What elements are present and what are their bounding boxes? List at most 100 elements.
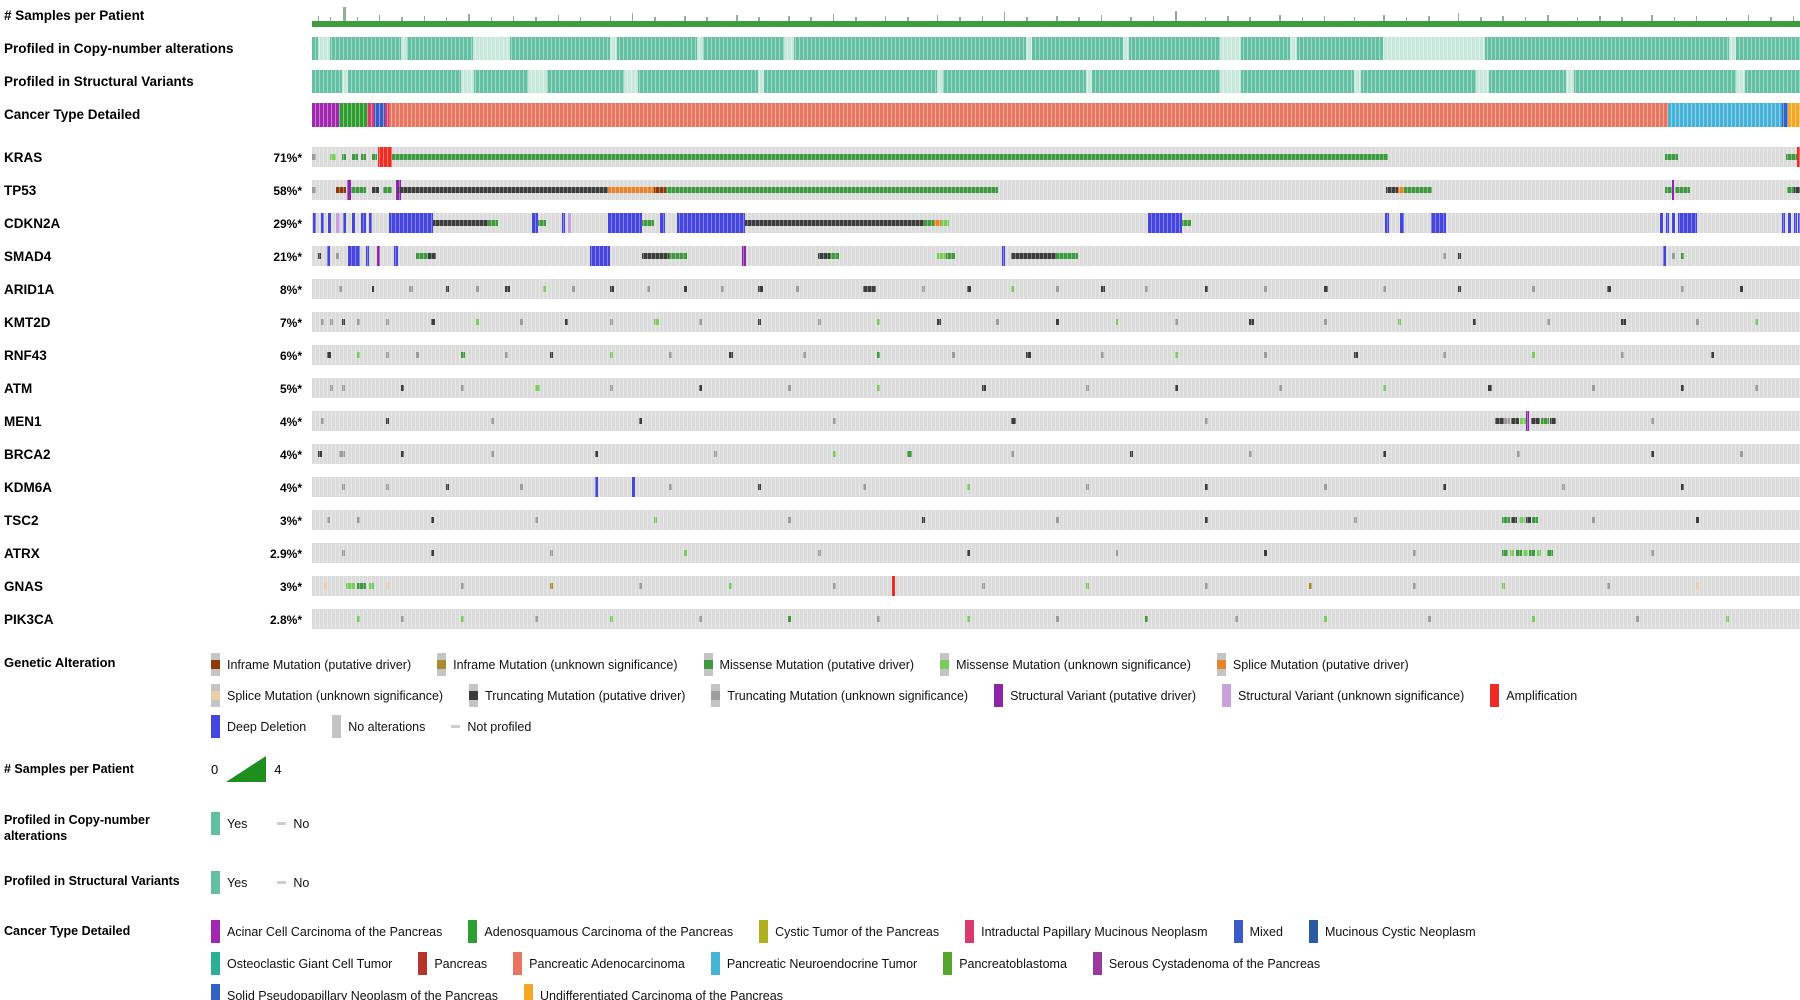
gene-label-SMAD4[interactable]: SMAD4 bbox=[4, 249, 52, 264]
gene-track-BRCA2[interactable] bbox=[312, 444, 1800, 464]
alteration-td bbox=[728, 351, 734, 359]
gene-label-PIK3CA[interactable]: PIK3CA bbox=[4, 612, 54, 627]
gene-track-ARID1A[interactable] bbox=[312, 279, 1800, 299]
alteration-tv bbox=[832, 417, 836, 425]
alteration-mv bbox=[1383, 384, 1387, 392]
alteration-mv bbox=[654, 516, 658, 524]
alteration-spv bbox=[386, 582, 390, 590]
alteration-mv bbox=[1323, 615, 1327, 623]
alteration-mv bbox=[1532, 351, 1536, 359]
not-profiled-patch bbox=[1085, 70, 1092, 93]
legend-item: Truncating Mutation (unknown significanc… bbox=[711, 684, 968, 707]
samples-spike bbox=[490, 17, 493, 21]
cancer-legend-swatch-cystic bbox=[759, 920, 769, 943]
gene-frequency-TSC2: 3%* bbox=[279, 514, 302, 528]
track-label-profiled-sv[interactable]: Profiled in Structural Variants bbox=[4, 74, 194, 89]
alteration-svd bbox=[1526, 411, 1530, 431]
gene-label-RNF43[interactable]: RNF43 bbox=[4, 348, 47, 363]
alteration-md bbox=[1502, 549, 1509, 557]
legend-swatch-center bbox=[1216, 660, 1226, 669]
cancer-legend-item: Solid Pseudopapillary Neoplasm of the Pa… bbox=[211, 984, 498, 1000]
cancer-legend-row: Osteoclastic Giant Cell Tumor Pancreas Pan… bbox=[211, 952, 1320, 975]
gene-label-BRCA2[interactable]: BRCA2 bbox=[4, 447, 51, 462]
alteration-tv bbox=[490, 450, 494, 458]
alteration-td bbox=[639, 417, 643, 425]
gene-label-KDM6A[interactable]: KDM6A bbox=[4, 480, 53, 495]
alteration-mv bbox=[346, 582, 356, 590]
legend-swatch-mv bbox=[940, 653, 950, 676]
alteration-td bbox=[684, 285, 687, 293]
alteration-tv bbox=[386, 483, 390, 491]
gene-track-ATM[interactable] bbox=[312, 378, 1800, 398]
samples-spike bbox=[1279, 15, 1281, 21]
alteration-mv bbox=[542, 285, 546, 293]
alteration-mv bbox=[941, 219, 949, 227]
alteration-md bbox=[1182, 219, 1192, 227]
track-label-samples-per-patient[interactable]: # Samples per Patient bbox=[4, 8, 145, 23]
alteration-md bbox=[669, 252, 687, 260]
alteration-dd bbox=[389, 213, 433, 233]
alteration-md bbox=[1515, 549, 1522, 557]
cancer-type-track[interactable] bbox=[312, 103, 1800, 127]
gene-track-ATRX[interactable] bbox=[312, 543, 1800, 563]
alteration-td bbox=[594, 450, 598, 458]
gene-label-ATM[interactable]: ATM bbox=[4, 381, 33, 396]
alteration-tv bbox=[1323, 318, 1327, 326]
samples-per-patient-track[interactable] bbox=[312, 5, 1800, 27]
alteration-td bbox=[401, 450, 405, 458]
track-label-cancer-type[interactable]: Cancer Type Detailed bbox=[4, 107, 141, 122]
alteration-tv bbox=[416, 351, 420, 359]
alteration-mv bbox=[475, 318, 479, 326]
gene-label-ARID1A[interactable]: ARID1A bbox=[4, 282, 55, 297]
alteration-tv bbox=[788, 516, 792, 524]
gene-label-TP53[interactable]: TP53 bbox=[4, 183, 37, 198]
gene-track-MEN1[interactable] bbox=[312, 411, 1800, 431]
gene-track-KMT2D[interactable] bbox=[312, 312, 1800, 332]
gene-track-PIK3CA[interactable] bbox=[312, 609, 1800, 629]
gene-label-MEN1[interactable]: MEN1 bbox=[4, 414, 42, 429]
alteration-mv bbox=[329, 153, 336, 161]
alteration-tv bbox=[639, 582, 643, 590]
alteration-mv bbox=[460, 615, 464, 623]
samples-spike bbox=[378, 15, 381, 21]
samples-spike bbox=[468, 14, 470, 21]
samples-spike bbox=[401, 17, 403, 21]
cancer-legend-swatch-mucinous bbox=[1308, 920, 1318, 943]
gene-label-KMT2D[interactable]: KMT2D bbox=[4, 315, 51, 330]
gene-label-GNAS[interactable]: GNAS bbox=[4, 579, 44, 594]
alteration-tv bbox=[572, 285, 576, 293]
legend-item-label: Missense Mutation (putative driver) bbox=[719, 657, 915, 672]
not-profiled-patch bbox=[1353, 70, 1362, 93]
cancer-legend-item: Mixed bbox=[1233, 920, 1283, 943]
cancer-legend-swatch-adenosquamous bbox=[468, 920, 478, 943]
profiled-sv-track[interactable] bbox=[312, 70, 1800, 93]
legend-item-label: Truncating Mutation (putative driver) bbox=[485, 688, 686, 703]
alteration-md bbox=[487, 219, 498, 227]
alteration-mv bbox=[832, 450, 836, 458]
gene-label-CDKN2A[interactable]: CDKN2A bbox=[4, 216, 61, 231]
alteration-tv bbox=[505, 351, 509, 359]
gene-track-KRAS[interactable] bbox=[312, 147, 1800, 167]
legend-item-label: Amplification bbox=[1506, 688, 1578, 703]
gene-label-KRAS[interactable]: KRAS bbox=[4, 150, 43, 165]
gene-track-KDM6A[interactable] bbox=[312, 477, 1800, 497]
samples-spike bbox=[706, 17, 708, 21]
alteration-td bbox=[317, 252, 321, 260]
gene-track-RNF43[interactable] bbox=[312, 345, 1800, 365]
gene-track-TP53[interactable] bbox=[312, 180, 1800, 200]
legend-item: Structural Variant (putative driver) bbox=[994, 684, 1196, 707]
cancer-type-segment-adenosquamous bbox=[338, 103, 368, 127]
alteration-tv bbox=[1323, 483, 1327, 491]
alteration-td bbox=[1100, 285, 1106, 293]
gene-track-TSC2[interactable] bbox=[312, 510, 1800, 530]
gene-label-ATRX[interactable]: ATRX bbox=[4, 546, 40, 561]
alteration-md bbox=[1529, 549, 1536, 557]
gene-label-TSC2[interactable]: TSC2 bbox=[4, 513, 39, 528]
gene-track-SMAD4[interactable] bbox=[312, 246, 1800, 266]
alteration-td bbox=[386, 417, 390, 425]
gene-track-GNAS[interactable] bbox=[312, 576, 1800, 596]
profiled-cna-track[interactable] bbox=[312, 37, 1800, 60]
track-label-profiled-cna[interactable]: Profiled in Copy-number alterations bbox=[4, 41, 234, 56]
alteration-dd bbox=[361, 213, 366, 233]
gene-track-CDKN2A[interactable] bbox=[312, 213, 1800, 233]
